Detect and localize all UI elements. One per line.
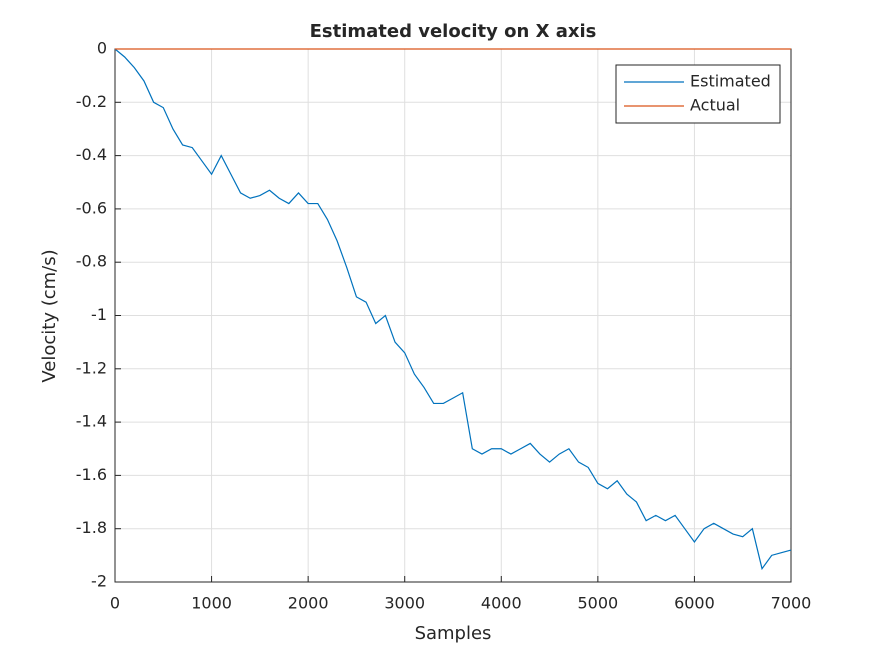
y-tick-label: -1.2 [76, 358, 107, 377]
y-tick-label: -0.4 [76, 145, 107, 164]
y-tick-label: -1.6 [76, 465, 107, 484]
y-tick-label: -0.6 [76, 198, 107, 217]
y-tick-label: 0 [97, 39, 107, 58]
y-axis-label: Velocity (cm/s) [39, 249, 60, 382]
y-tick-label: -0.2 [76, 92, 107, 111]
x-tick-label: 3000 [384, 594, 425, 613]
y-tick-label: -0.8 [76, 252, 107, 271]
x-tick-label: 7000 [771, 594, 812, 613]
y-tick-label: -1.8 [76, 518, 107, 537]
y-tick-label: -1 [91, 305, 107, 324]
y-tick-label: -2 [91, 572, 107, 591]
legend-label: Estimated [690, 72, 771, 91]
legend-box [615, 64, 781, 124]
x-tick-label: 6000 [674, 594, 715, 613]
x-tick-label: 1000 [191, 594, 232, 613]
x-tick-label: 2000 [288, 594, 329, 613]
x-axis-label: Samples [415, 623, 492, 644]
series-line [114, 48, 792, 571]
x-tick-label: 4000 [481, 594, 522, 613]
x-tick-label: 5000 [577, 594, 618, 613]
y-tick-label: -1.4 [76, 412, 107, 431]
chart-title: Estimated velocity on X axis [310, 21, 597, 42]
x-tick-label: 0 [110, 594, 120, 613]
legend-label: Actual [690, 96, 740, 115]
